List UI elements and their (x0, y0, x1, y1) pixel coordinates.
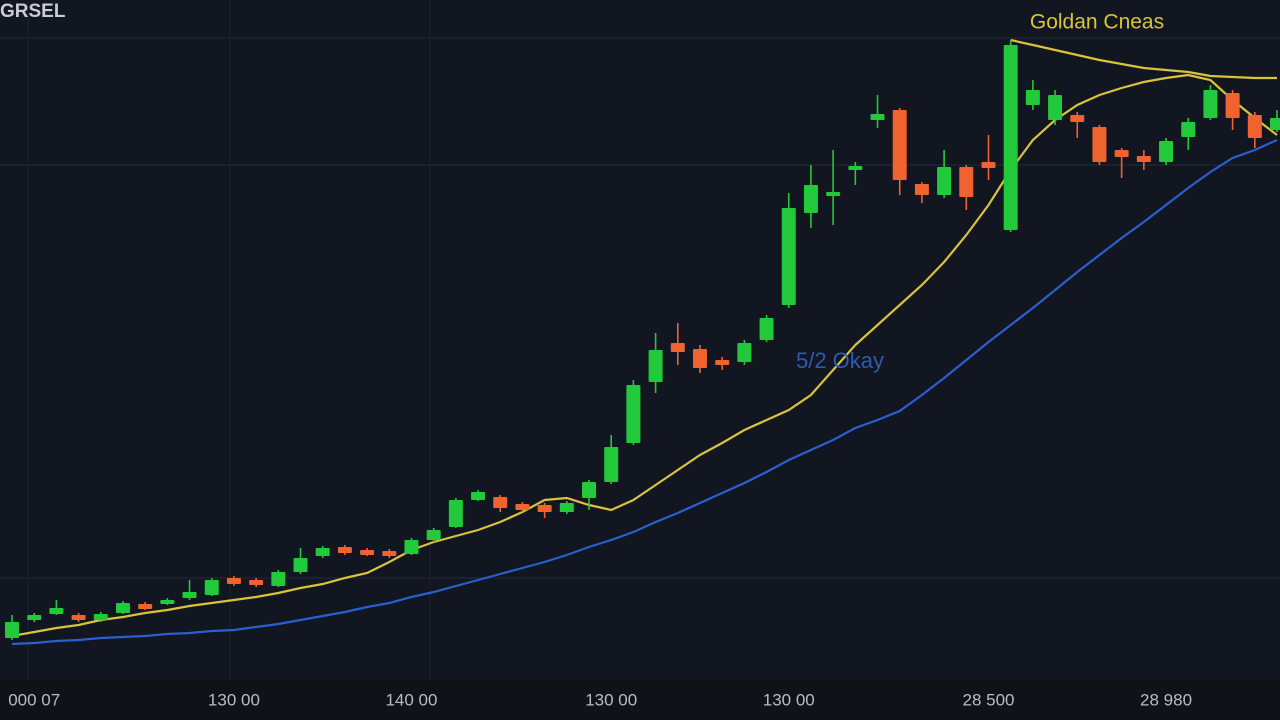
candle-body (5, 622, 19, 638)
candle-body (1159, 141, 1174, 162)
candle-body (537, 505, 552, 512)
axis-band (0, 680, 1280, 720)
candle-body (803, 185, 818, 213)
candle-body (781, 208, 796, 305)
candle-body (182, 592, 197, 598)
candle-body (737, 343, 752, 362)
candle-body (404, 540, 419, 554)
candle-body (360, 550, 375, 555)
candle-body (1225, 93, 1240, 118)
candle-body (559, 503, 574, 512)
candle-body (1181, 122, 1196, 137)
candle-body (115, 603, 130, 613)
x-tick-label: 140 00 (385, 690, 437, 709)
x-tick-label: 130 00 (763, 690, 815, 709)
candle-body (1247, 115, 1262, 138)
candle-body (448, 500, 463, 527)
candle-body (1136, 156, 1151, 162)
candle-body (93, 614, 108, 620)
candle-body (892, 110, 907, 180)
candle-body (715, 360, 730, 365)
ma-line (1010, 38, 1277, 80)
candle-body (426, 530, 441, 540)
candle-body (870, 114, 885, 120)
candle-body (315, 548, 330, 556)
candle-body (759, 318, 774, 340)
candle-body (1203, 90, 1218, 118)
candle-body (138, 604, 153, 609)
candle-body (27, 615, 42, 620)
candle-body (382, 551, 397, 556)
candle-body (204, 580, 219, 595)
candle-body (160, 600, 175, 604)
candle-body (71, 615, 86, 620)
candle-body (249, 580, 264, 585)
candle-body (670, 343, 685, 352)
chart-title: GRSEL (0, 1, 66, 22)
candle-body (49, 608, 64, 614)
candle-body (1025, 90, 1040, 105)
candle-body (826, 192, 841, 196)
candle-body (1270, 118, 1280, 130)
candle-body (226, 578, 241, 584)
candle-body (271, 572, 286, 586)
candle-body (648, 350, 663, 382)
ma-line (11, 138, 1278, 646)
candle-body (937, 167, 952, 195)
candle-body (493, 497, 508, 508)
candle-body (914, 184, 929, 195)
x-tick-label: 28 500 (962, 690, 1014, 709)
candle-body (692, 349, 707, 368)
x-tick-label: 130 00 (585, 690, 637, 709)
candle-body (293, 558, 308, 572)
x-tick-label: 28 980 (1140, 690, 1192, 709)
candle-body (1048, 95, 1063, 120)
annotation: 5/2 Okay (796, 348, 884, 373)
candle-body (1070, 115, 1085, 122)
candle-body (471, 492, 486, 500)
candle-body (515, 504, 530, 510)
candle-body (1092, 127, 1107, 162)
candle-body (337, 547, 352, 553)
annotation: Goldan Cneas (1030, 11, 1164, 34)
candle-body (959, 167, 974, 197)
candle-body (981, 162, 996, 168)
candle-body (1114, 150, 1129, 157)
candle-body (582, 482, 597, 498)
candle-body (626, 385, 641, 443)
candle-body (848, 166, 863, 170)
x-tick-label: 130 00 (208, 690, 260, 709)
ma-line (11, 73, 1278, 638)
x-tick-label: 000 07 (8, 690, 60, 709)
candle-body (604, 447, 619, 482)
candle-body (1003, 45, 1018, 230)
